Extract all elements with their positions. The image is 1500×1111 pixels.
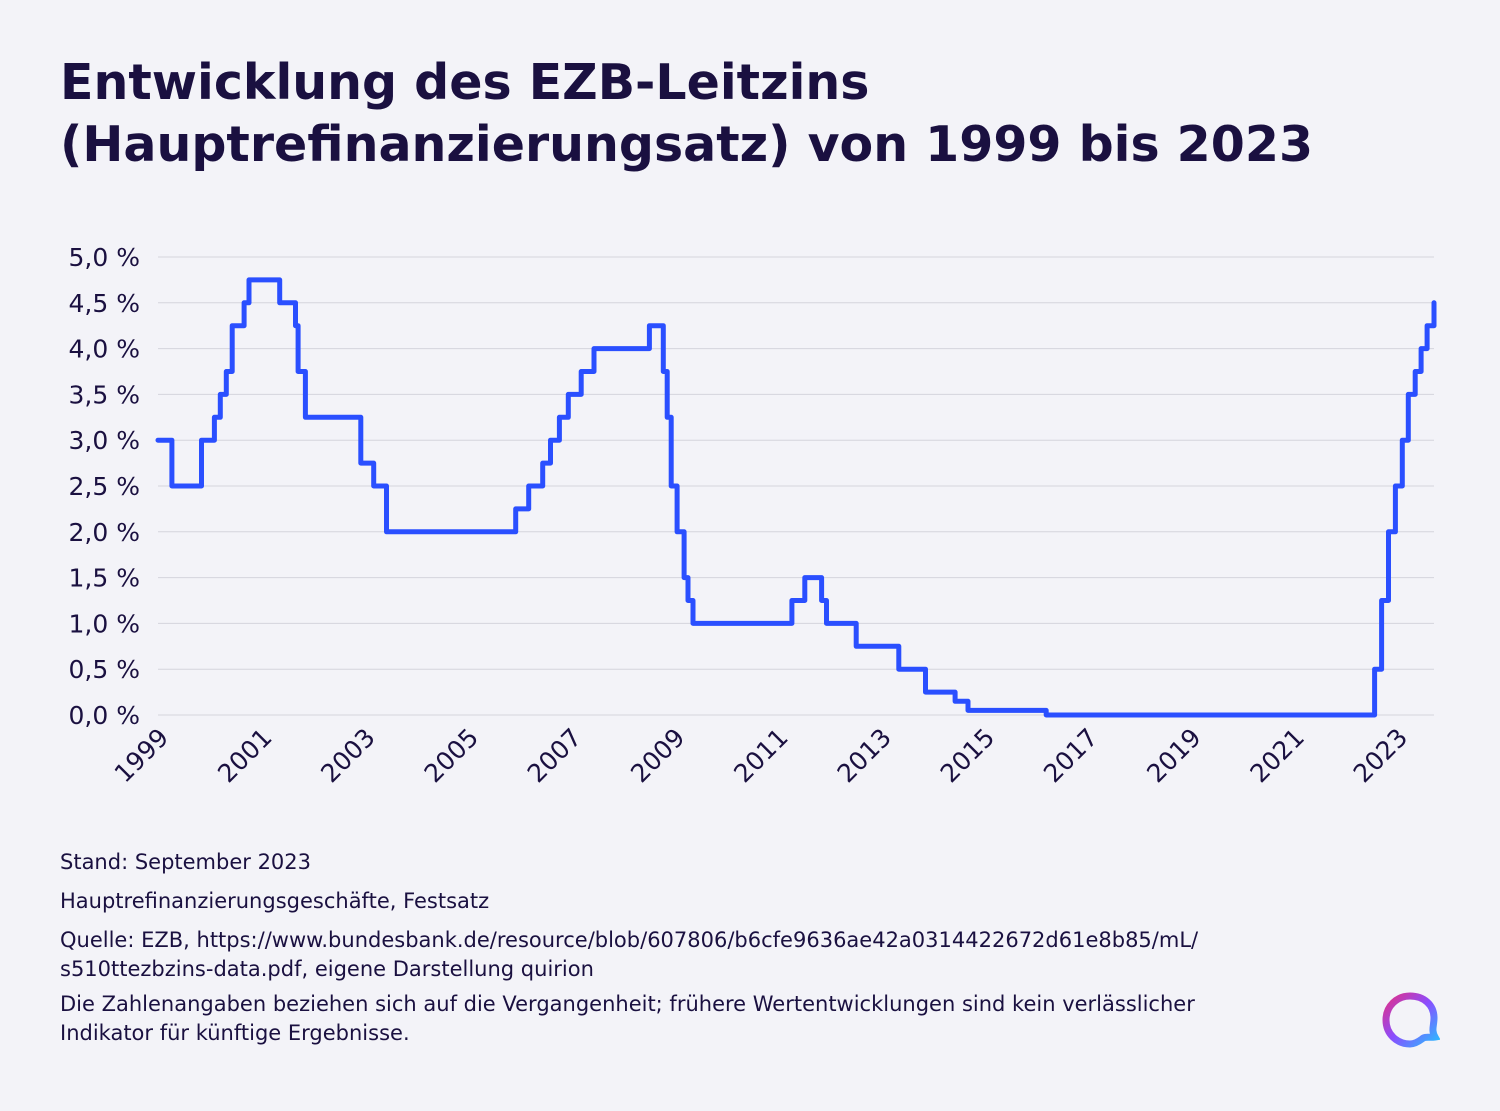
y-tick-label: 3,5 % — [69, 380, 140, 409]
y-axis-tick-labels: 0,0 % 0,5 % 1,0 % 1,5 % 2,0 % 2,5 % 3,0 % 3,5 %… — [69, 243, 140, 730]
x-tick-label: 2015 — [935, 723, 1000, 788]
x-tick-label: 1999 — [109, 723, 174, 788]
note-disclaimer-line2: Indikator für künftige Ergebnisse. — [60, 1021, 410, 1045]
x-tick-label: 2023 — [1348, 723, 1413, 788]
note-disclaimer-line1: Die Zahlenangaben beziehen sich auf die … — [60, 992, 1195, 1016]
y-tick-label: 1,0 % — [69, 609, 140, 638]
y-tick-label: 3,0 % — [69, 426, 140, 455]
x-tick-label: 2011 — [728, 723, 793, 788]
note-quelle-line2: s510ttezbzins-data.pdf, eigene Darstellu… — [60, 957, 594, 981]
y-tick-label: 4,5 % — [69, 289, 140, 318]
x-tick-label: 2007 — [522, 723, 587, 788]
x-tick-label: 2019 — [1141, 723, 1206, 788]
y-tick-label: 0,0 % — [69, 701, 140, 730]
note-geschaeft: Hauptrefinanzierungsgeschäfte, Festsatz — [60, 889, 490, 913]
chart-title-line2: (Hauptrefinanzierungsatz) von 1999 bis 2… — [60, 116, 1314, 173]
note-disclaimer: Die Zahlenangaben beziehen sich auf die … — [60, 990, 1320, 1048]
y-tick-label: 5,0 % — [69, 243, 140, 272]
note-quelle-line1: Quelle: EZB, https://www.bundesbank.de/r… — [60, 928, 1199, 952]
x-tick-label: 2017 — [1038, 723, 1103, 788]
note-stand: Stand: September 2023 — [60, 850, 312, 874]
x-tick-label: 2001 — [212, 723, 277, 788]
note-quelle: Quelle: EZB, https://www.bundesbank.de/r… — [60, 926, 1320, 984]
quirion-logo — [1382, 992, 1440, 1048]
chart-title-line1: Entwicklung des EZB-Leitzins — [60, 54, 870, 111]
x-tick-label: 2013 — [832, 723, 897, 788]
x-tick-label: 2005 — [419, 723, 484, 788]
y-tick-label: 2,5 % — [69, 472, 140, 501]
y-tick-label: 2,0 % — [69, 518, 140, 547]
x-tick-label: 2021 — [1245, 723, 1310, 788]
x-tick-label: 2009 — [625, 723, 690, 788]
y-tick-label: 1,5 % — [69, 564, 140, 593]
series-line-leitzins — [155, 277, 1437, 718]
grid-lines — [158, 256, 1434, 716]
chart-title: Entwicklung des EZB-Leitzins (Hauptrefin… — [60, 52, 1460, 176]
x-axis-tick-labels: 1999 2001 2003 2005 2007 2009 2011 2013 2015 2017… — [109, 723, 1413, 788]
y-tick-label: 0,5 % — [69, 655, 140, 684]
y-tick-label: 4,0 % — [69, 335, 140, 364]
chart-notes: Stand: September 2023 Hauptrefinanzierun… — [60, 848, 1320, 1058]
x-tick-label: 2003 — [315, 723, 380, 788]
line-chart: 0,0 % 0,5 % 1,0 % 1,5 % 2,0 % 2,5 % 3,0 % 3,5 %… — [69, 243, 1437, 788]
